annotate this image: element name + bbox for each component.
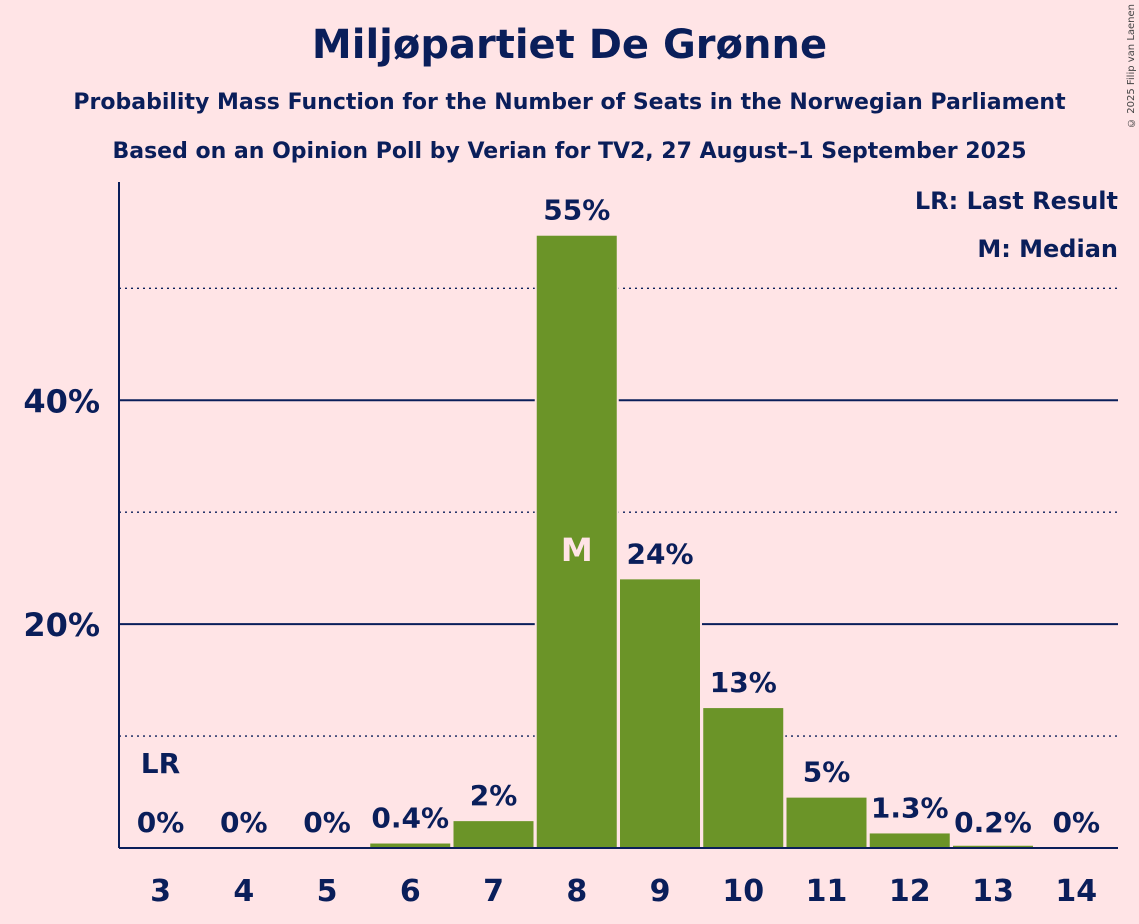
- bar: [370, 843, 451, 848]
- bar-value-label: 24%: [626, 537, 693, 570]
- bar-value-label: 2%: [470, 779, 518, 812]
- median-marker: M: [561, 531, 593, 569]
- bar-value-label: 13%: [710, 666, 777, 699]
- x-tick-label: 13: [972, 874, 1014, 909]
- bar-value-label: 0.4%: [371, 802, 449, 835]
- y-tick-label: 20%: [23, 606, 100, 644]
- x-tick-label: 3: [150, 874, 171, 909]
- bar-value-label: 0.2%: [954, 806, 1032, 839]
- x-tick-label: 8: [566, 874, 587, 909]
- bar-value-label: 1.3%: [871, 791, 949, 824]
- x-tick-label: 6: [400, 874, 421, 909]
- x-tick-label: 4: [233, 874, 254, 909]
- legend-last-result: LR: Last Result: [915, 187, 1118, 215]
- bar: [869, 833, 950, 848]
- bar: [453, 821, 534, 848]
- y-tick-label: 40%: [23, 382, 100, 420]
- bars: [368, 233, 1035, 849]
- last-result-marker: LR: [141, 747, 180, 780]
- bar: [536, 235, 617, 849]
- bar: [786, 797, 867, 848]
- axes: 20% 40% 3 4 5 6 7 8 9 10 11 12 13 14: [23, 182, 1118, 909]
- chart-source-subtitle: Based on an Opinion Poll by Verian for T…: [112, 139, 1027, 164]
- bar-value-label: 0%: [303, 806, 351, 839]
- data-labels: 0% LR 0% 0% 0.4% 2% 55% M 24% 13% 5% 1.3% 0.2% 0%: [137, 194, 1100, 839]
- bar: [953, 845, 1033, 848]
- bar: [703, 708, 784, 848]
- bar-value-label: 0%: [1052, 806, 1100, 839]
- bar-value-label: 5%: [803, 756, 851, 789]
- x-tick-label: 11: [806, 874, 848, 909]
- bar-value-label: 0%: [137, 806, 185, 839]
- x-tick-label: 12: [889, 874, 931, 909]
- x-tick-label: 10: [722, 874, 764, 909]
- bar-value-label: 55%: [543, 194, 610, 227]
- x-tick-label: 5: [317, 874, 338, 909]
- bar: [620, 579, 700, 848]
- x-tick-label: 14: [1055, 874, 1097, 909]
- chart-title: Miljøpartiet De Grønne: [311, 22, 828, 68]
- x-tick-label: 9: [650, 874, 671, 909]
- x-tick-label: 7: [483, 874, 504, 909]
- chart-subtitle: Probability Mass Function for the Number…: [73, 90, 1066, 115]
- bar-value-label: 0%: [220, 806, 268, 839]
- legend-median: M: Median: [977, 235, 1118, 263]
